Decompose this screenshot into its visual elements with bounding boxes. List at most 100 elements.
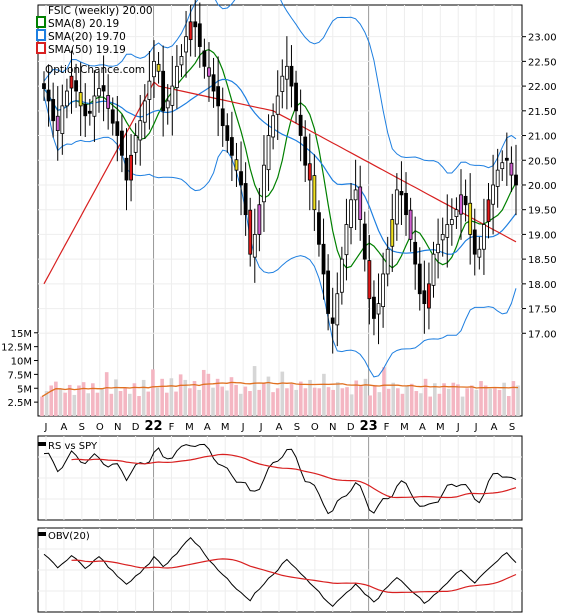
candle-body bbox=[211, 74, 216, 92]
candle-body bbox=[229, 137, 234, 156]
volume-bar bbox=[206, 373, 211, 416]
candle-body bbox=[120, 130, 124, 156]
volume-bar bbox=[359, 386, 363, 416]
volume-bar bbox=[211, 387, 215, 416]
sma8-line bbox=[43, 48, 517, 269]
rs-swatch bbox=[38, 442, 46, 446]
volume-bar bbox=[109, 393, 114, 416]
candle-body bbox=[188, 21, 193, 41]
candle-body bbox=[152, 60, 156, 78]
candle-body bbox=[65, 90, 69, 107]
volume-bar bbox=[372, 384, 377, 416]
x-axis-label: A bbox=[204, 422, 211, 433]
candle-body bbox=[248, 209, 253, 255]
volume-bar bbox=[391, 382, 396, 416]
x-axis-label: F bbox=[169, 422, 175, 433]
volume-bar bbox=[405, 385, 409, 416]
price-tick-label: 23.00 bbox=[528, 33, 557, 44]
volume-bar bbox=[423, 378, 428, 416]
volume-bar bbox=[86, 393, 91, 416]
candle-body bbox=[294, 82, 298, 112]
candle-body bbox=[101, 85, 106, 92]
candle-body bbox=[436, 243, 440, 254]
candle-body bbox=[69, 75, 74, 89]
sma8-swatch bbox=[36, 16, 46, 28]
volume-bar bbox=[40, 396, 44, 416]
volume-bar bbox=[220, 386, 225, 416]
candle-body bbox=[124, 157, 129, 181]
candle-body bbox=[97, 88, 101, 97]
candle-body bbox=[422, 290, 427, 305]
volume-bar bbox=[164, 392, 169, 416]
price-tick-label: 18.00 bbox=[528, 280, 557, 291]
volume-bar bbox=[493, 388, 497, 416]
volume-bar bbox=[303, 388, 308, 416]
price-tick-label: 18.50 bbox=[528, 255, 557, 266]
volume-bar bbox=[368, 395, 372, 416]
volume-bar bbox=[317, 388, 322, 416]
volume-bar bbox=[146, 391, 151, 416]
candle-body bbox=[404, 192, 408, 216]
volume-axis-ticks: 15M 12.5M 10M 7.5M 5M 2.5M bbox=[1, 329, 38, 409]
candle-body bbox=[179, 56, 184, 66]
candle-body bbox=[239, 171, 243, 186]
candle-body bbox=[390, 219, 395, 247]
candle-body bbox=[87, 110, 92, 114]
volume-bar bbox=[215, 378, 220, 416]
price-tick-label: 20.50 bbox=[528, 156, 557, 167]
candle-body bbox=[275, 95, 280, 115]
x-axis-label: N bbox=[329, 422, 336, 433]
candle-body bbox=[335, 293, 340, 326]
volume-bar bbox=[169, 378, 174, 416]
legend-sma8: SMA(8) 20.19 bbox=[48, 18, 119, 30]
x-axis-label: M bbox=[185, 422, 194, 433]
bollinger-lower bbox=[43, 95, 517, 378]
candle-body bbox=[459, 194, 463, 215]
candle-body bbox=[262, 164, 266, 203]
volume-bar bbox=[465, 388, 469, 416]
bollinger-upper bbox=[43, 0, 517, 174]
volume-bar bbox=[280, 371, 285, 416]
volume-bar bbox=[229, 377, 234, 416]
x-axis-label: 22 bbox=[144, 419, 162, 434]
volume-bar bbox=[442, 383, 446, 416]
volume-bar bbox=[497, 389, 502, 416]
candle-body bbox=[431, 253, 436, 286]
candle-body bbox=[500, 162, 505, 170]
candle-body bbox=[317, 212, 321, 245]
price-tick-label: 19.00 bbox=[528, 230, 557, 241]
candle-body bbox=[344, 224, 349, 256]
candle-body bbox=[440, 234, 445, 241]
legend-site: OptionChance.com bbox=[45, 64, 145, 76]
price-tick-label: 22.00 bbox=[528, 82, 557, 93]
candle-body bbox=[60, 105, 65, 134]
candle-body bbox=[381, 273, 386, 307]
volume-bar bbox=[322, 373, 326, 416]
volume-bars bbox=[40, 366, 520, 416]
candle-body bbox=[284, 65, 289, 80]
candle-body bbox=[147, 80, 152, 100]
volume-bar bbox=[275, 388, 280, 416]
volume-bar bbox=[100, 388, 104, 416]
volume-bar bbox=[511, 381, 516, 416]
candle-body bbox=[454, 209, 459, 218]
candle-body bbox=[307, 163, 312, 181]
volume-bar bbox=[81, 382, 86, 416]
x-axis-label: A bbox=[491, 422, 498, 433]
volume-bar bbox=[63, 392, 67, 416]
sma20-swatch bbox=[36, 29, 46, 41]
candle-body bbox=[330, 317, 335, 324]
candle-body bbox=[482, 224, 486, 250]
candle-body bbox=[472, 229, 477, 255]
volume-bar bbox=[132, 383, 137, 416]
candle-body bbox=[385, 248, 390, 275]
moving-averages bbox=[43, 48, 517, 285]
candle-body bbox=[514, 174, 518, 186]
volume-bar bbox=[174, 391, 178, 416]
volume-bar bbox=[382, 367, 386, 416]
candle-body bbox=[193, 21, 198, 28]
volume-tick-label: 5M bbox=[17, 384, 32, 395]
price-legend: FSIC (weekly) 20.00 SMA(8) 20.19 SMA(20)… bbox=[36, 5, 153, 76]
volume-bar bbox=[123, 388, 127, 416]
